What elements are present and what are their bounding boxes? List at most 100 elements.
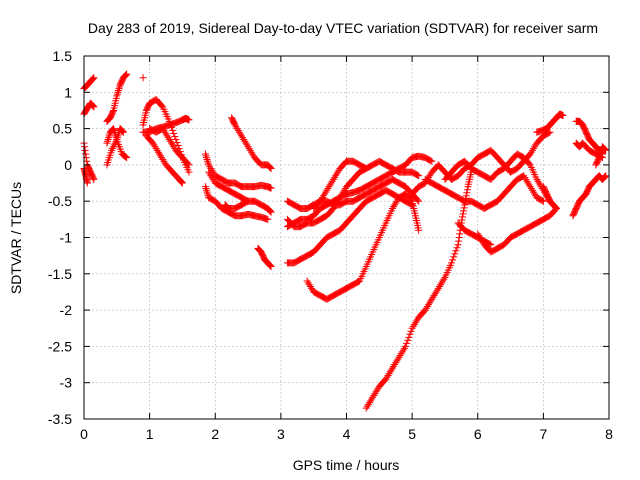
data-point-s13 (208, 166, 216, 174)
data-point-s25 (452, 247, 460, 255)
data-point-s31 (559, 112, 567, 120)
data-point-s18 (257, 247, 265, 255)
data-point-s17 (235, 128, 243, 136)
data-point-s12 (169, 141, 177, 149)
data-point-s3 (81, 143, 89, 151)
data-point-s23 (388, 204, 396, 212)
x-tick-label: 1 (146, 426, 154, 442)
data-point-s9 (185, 116, 193, 124)
data-point-s25 (428, 295, 436, 303)
data-point-s25 (410, 321, 418, 329)
data-point-s14 (204, 190, 212, 198)
data-point-s23 (415, 226, 423, 234)
y-tick-label: 1 (64, 84, 72, 100)
x-tick-label: 6 (474, 426, 482, 442)
data-point-s27 (528, 186, 536, 194)
data-point-s27 (531, 190, 539, 198)
data-point-s6 (118, 127, 126, 135)
data-point-s23 (393, 197, 401, 205)
data-point-s25 (400, 344, 408, 352)
data-point-s5 (114, 88, 122, 96)
data-point-s24 (322, 188, 330, 196)
y-tick-label: -3.5 (48, 411, 72, 427)
data-point-s25 (448, 259, 455, 267)
data-point-s26 (426, 172, 434, 180)
data-point-s12 (164, 134, 172, 142)
data-point-s17 (266, 163, 274, 171)
data-point-s32 (551, 203, 559, 211)
data-point-s36 (602, 146, 610, 154)
data-point-s17 (241, 137, 249, 145)
x-tick-label: 3 (277, 426, 285, 442)
data-point-s25 (459, 210, 467, 218)
data-point-s24 (325, 183, 333, 191)
data-point-s17 (248, 150, 256, 158)
data-point-s25 (371, 390, 379, 398)
data-point-s25 (406, 330, 414, 338)
chart-title: Day 283 of 2019, Sidereal Day-to-day VTE… (88, 20, 598, 36)
data-point-s10 (168, 123, 175, 131)
data-point-s25 (365, 399, 373, 407)
data-point-s16 (265, 206, 273, 214)
data-point-s28 (535, 179, 543, 187)
y-tick-label: -1 (60, 230, 73, 246)
data-point-s25 (430, 292, 438, 300)
data-point-s24 (316, 197, 324, 205)
data-point-s25 (409, 322, 417, 330)
data-point-s13 (204, 157, 212, 165)
data-point-s12 (159, 125, 167, 133)
data-point-s12 (166, 137, 174, 145)
data-point-s4 (83, 179, 91, 187)
y-tick-label: -0.5 (48, 193, 72, 209)
data-point-s16 (267, 208, 275, 216)
data-point-s13 (205, 161, 213, 169)
x-tick-labels: 0 1 2 3 4 5 6 7 8 (80, 426, 613, 442)
data-point-s25 (397, 350, 405, 358)
data-point-s25 (382, 375, 390, 383)
data-point-s10 (158, 102, 166, 110)
data-point-s14 (264, 215, 272, 223)
data-point-s25 (425, 301, 433, 309)
data-point-s17 (243, 141, 251, 149)
data-point-s24 (321, 190, 329, 198)
data-point-s12 (185, 161, 193, 169)
data-point-s14 (203, 186, 210, 194)
data-point-s7 (109, 143, 117, 151)
data-point-s25 (426, 299, 434, 307)
data-point-s28 (536, 181, 544, 189)
data-point-s17 (234, 126, 242, 134)
data-point-s6 (104, 137, 112, 145)
data-point-s12 (161, 128, 169, 136)
data-point-s24 (323, 186, 331, 194)
data-point-s17 (230, 120, 238, 128)
data-point-s35 (581, 191, 589, 199)
data-point-s36 (595, 154, 603, 162)
data-point-s5 (114, 86, 122, 94)
data-point-s24 (330, 174, 338, 182)
data-point-s25 (370, 391, 378, 399)
data-point-s23 (407, 196, 415, 204)
data-point-s5 (109, 108, 117, 116)
data-point-s25 (437, 281, 445, 289)
data-point-s12 (162, 130, 170, 138)
data-point-s22 (415, 197, 423, 205)
data-point-s36 (596, 152, 604, 160)
data-point-s24 (328, 177, 336, 185)
data-point-s27 (520, 172, 528, 180)
data-point-s25 (413, 317, 420, 325)
data-point-s10 (174, 142, 182, 150)
data-point-s6 (109, 125, 117, 133)
data-point-s19 (415, 172, 423, 180)
data-point-s18 (266, 262, 274, 270)
data-point-s25 (385, 370, 393, 378)
data-point-s25 (429, 293, 437, 301)
data-point-s13 (203, 154, 210, 162)
data-point-s26 (526, 150, 534, 158)
data-point-s7 (108, 146, 116, 154)
data-point-s26 (527, 148, 535, 156)
data-point-s25 (363, 402, 371, 410)
data-point-s26 (546, 128, 554, 136)
data-point-s11 (149, 139, 157, 147)
